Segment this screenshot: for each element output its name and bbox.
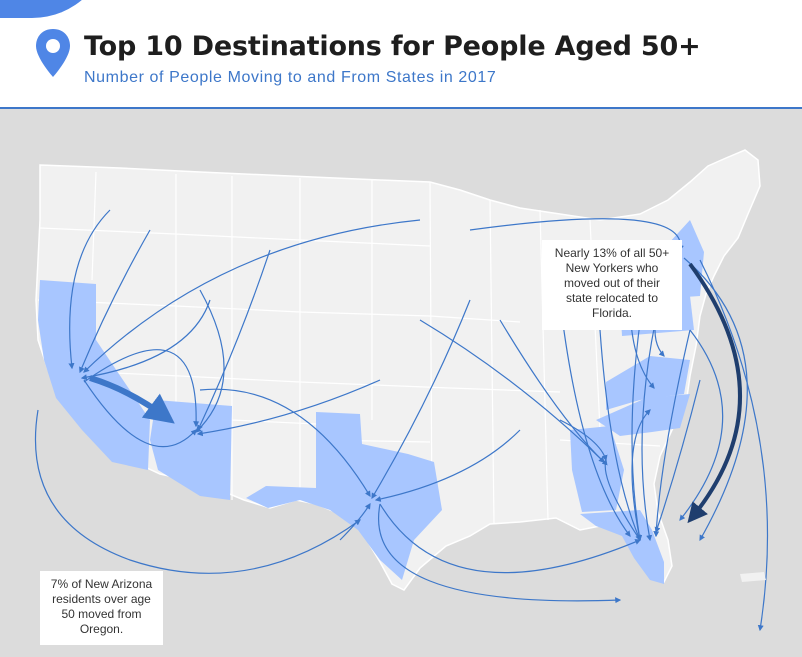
callout-ny-line: moved out of their [563, 276, 661, 290]
page-title: Top 10 Destinations for People Aged 50+ [84, 31, 701, 62]
callout-new-york: Nearly 13% of all 50+ New Yorkers who mo… [542, 240, 682, 330]
callout-az-line: 7% of New Arizona [50, 577, 153, 591]
location-pin-icon [36, 29, 70, 77]
state-virginia [606, 356, 690, 410]
state-arizona [150, 400, 232, 500]
callout-az-line: residents over age [52, 592, 151, 606]
arrow-oregon-to-arizona [89, 375, 175, 424]
callout-ny-line: Florida. [591, 306, 632, 320]
state-florida [580, 510, 664, 584]
corner-decoration [0, 0, 110, 18]
island-shape [740, 572, 766, 582]
page-subtitle: Number of People Moving to and From Stat… [84, 69, 497, 86]
state-boundaries [37, 171, 691, 525]
state-texas [246, 412, 442, 580]
header: Top 10 Destinations for People Aged 50+ … [0, 0, 802, 110]
callout-az-line: Oregon. [79, 622, 124, 636]
callout-az-line: 50 moved from [61, 607, 142, 621]
header-divider [0, 107, 802, 109]
callout-arizona: 7% of New Arizona residents over age 50 … [40, 571, 163, 645]
callout-ny-line: New Yorkers who [565, 261, 659, 275]
callout-ny-line: state relocated to [565, 291, 659, 305]
state-georgia [570, 426, 624, 512]
arrow-new-york-to-florida [687, 262, 742, 524]
map-area: Nearly 13% of all 50+ New Yorkers who mo… [0, 109, 802, 657]
callout-ny-line: Nearly 13% of all 50+ [554, 246, 670, 260]
